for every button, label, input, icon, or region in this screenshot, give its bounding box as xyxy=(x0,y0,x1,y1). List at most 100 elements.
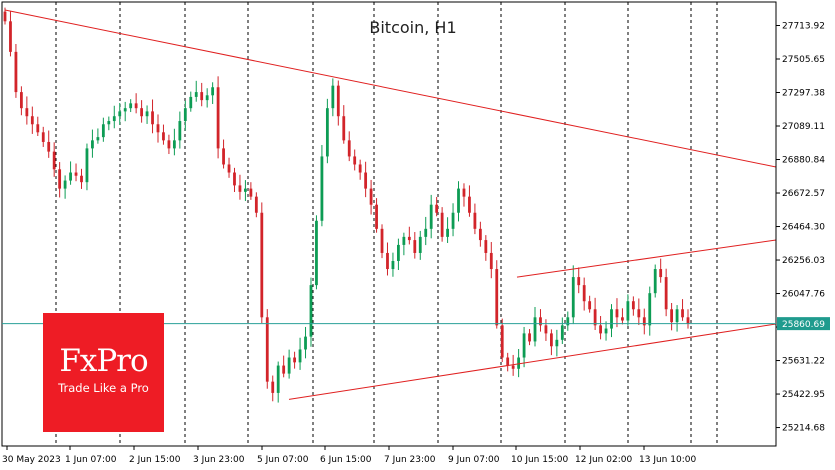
candle-82 xyxy=(451,203,455,237)
candle-body-29 xyxy=(162,132,165,141)
candle-41 xyxy=(227,157,231,178)
candle-14 xyxy=(80,168,83,189)
candle-body-76 xyxy=(418,236,422,253)
candle-32 xyxy=(178,111,182,149)
candle-body-110 xyxy=(604,328,608,334)
labels: Bitcoin, H1 25860.69 xyxy=(2,18,830,331)
candle-124 xyxy=(681,299,684,321)
candle-123 xyxy=(675,305,679,332)
x-tick-label-10: 13 Jun 10:00 xyxy=(639,455,696,465)
candle-77 xyxy=(424,216,428,246)
candle-101 xyxy=(555,329,559,357)
x-tick-label-2: 2 Jun 15:00 xyxy=(129,455,181,465)
candle-15 xyxy=(85,143,89,191)
y-tick-label-3: 27089.11 xyxy=(782,122,825,132)
candle-body-113 xyxy=(621,317,624,321)
candle-61 xyxy=(336,80,340,126)
x-tick-label-4: 5 Jun 07:00 xyxy=(257,455,309,465)
candle-body-90 xyxy=(495,269,499,326)
candle-body-42 xyxy=(233,172,236,186)
candle-body-94 xyxy=(517,357,521,369)
candle-body-54 xyxy=(298,349,302,363)
candle-body-13 xyxy=(74,172,78,176)
candle-95 xyxy=(522,326,526,368)
candle-18 xyxy=(101,117,105,142)
candle-body-32 xyxy=(178,121,182,141)
candle-65 xyxy=(358,159,362,180)
candle-body-25 xyxy=(140,108,143,117)
candle-body-95 xyxy=(522,333,526,358)
candle-27 xyxy=(151,99,154,134)
candle-87 xyxy=(478,221,482,247)
candle-64 xyxy=(353,149,357,171)
candle-21 xyxy=(118,103,122,125)
candle-52 xyxy=(287,349,291,379)
candle-body-108 xyxy=(593,309,597,326)
candle-114 xyxy=(626,294,630,326)
candle-body-96 xyxy=(528,333,531,342)
candle-34 xyxy=(189,91,193,112)
candle-body-121 xyxy=(664,277,668,310)
current-price-tag xyxy=(777,317,830,331)
candle-120 xyxy=(659,258,663,283)
candle-29 xyxy=(162,124,165,145)
candle-46 xyxy=(254,192,258,218)
candles xyxy=(3,7,690,403)
x-tick-label-6: 7 Jun 23:00 xyxy=(384,455,436,465)
candle-17 xyxy=(96,128,100,144)
candle-20 xyxy=(112,105,116,129)
candle-body-99 xyxy=(544,325,548,334)
candle-body-119 xyxy=(653,269,657,294)
candle-body-57 xyxy=(315,220,318,286)
candle-93 xyxy=(511,354,515,376)
candle-body-5 xyxy=(30,116,34,125)
candle-body-117 xyxy=(642,317,646,326)
candle-body-45 xyxy=(249,188,253,197)
candle-body-40 xyxy=(222,148,225,165)
candle-body-102 xyxy=(560,325,564,340)
candle-body-7 xyxy=(41,132,45,142)
candle-12 xyxy=(69,161,72,185)
candle-112 xyxy=(615,298,619,328)
candle-2 xyxy=(14,43,18,98)
candle-body-9 xyxy=(52,151,56,170)
candle-body-86 xyxy=(473,212,477,229)
candle-body-111 xyxy=(610,309,613,329)
candle-7 xyxy=(41,126,45,147)
candle-body-101 xyxy=(555,339,559,347)
candle-99 xyxy=(544,319,548,341)
candle-body-19 xyxy=(107,121,111,125)
candle-body-46 xyxy=(254,196,258,213)
candle-body-60 xyxy=(331,85,335,109)
candle-body-65 xyxy=(358,164,362,173)
x-tick-label-8: 10 Jun 15:00 xyxy=(511,455,568,465)
trendline-2 xyxy=(516,239,777,278)
candle-body-6 xyxy=(36,124,40,133)
candle-body-51 xyxy=(282,365,286,374)
candle-39 xyxy=(216,76,220,159)
candle-33 xyxy=(183,100,187,131)
candle-73 xyxy=(402,232,406,256)
candle-body-11 xyxy=(63,180,67,189)
y-tick-label-6: 26464.30 xyxy=(782,223,825,233)
candle-121 xyxy=(664,268,668,317)
candle-body-8 xyxy=(47,141,51,152)
candle-28 xyxy=(156,114,160,143)
candle-body-16 xyxy=(91,140,94,149)
candle-body-67 xyxy=(369,188,373,205)
candle-67 xyxy=(369,179,373,215)
candle-body-122 xyxy=(670,309,674,323)
candle-body-31 xyxy=(172,140,176,149)
candle-body-34 xyxy=(189,96,193,109)
candle-80 xyxy=(440,207,444,242)
candle-58 xyxy=(320,145,324,227)
candle-54 xyxy=(298,337,302,370)
candle-31 xyxy=(172,128,176,156)
candle-51 xyxy=(282,355,286,378)
candle-body-64 xyxy=(353,156,357,165)
candle-body-12 xyxy=(69,172,72,181)
candle-44 xyxy=(244,180,247,201)
candle-body-18 xyxy=(101,124,105,138)
trendlines xyxy=(4,9,777,400)
grid xyxy=(55,2,718,446)
